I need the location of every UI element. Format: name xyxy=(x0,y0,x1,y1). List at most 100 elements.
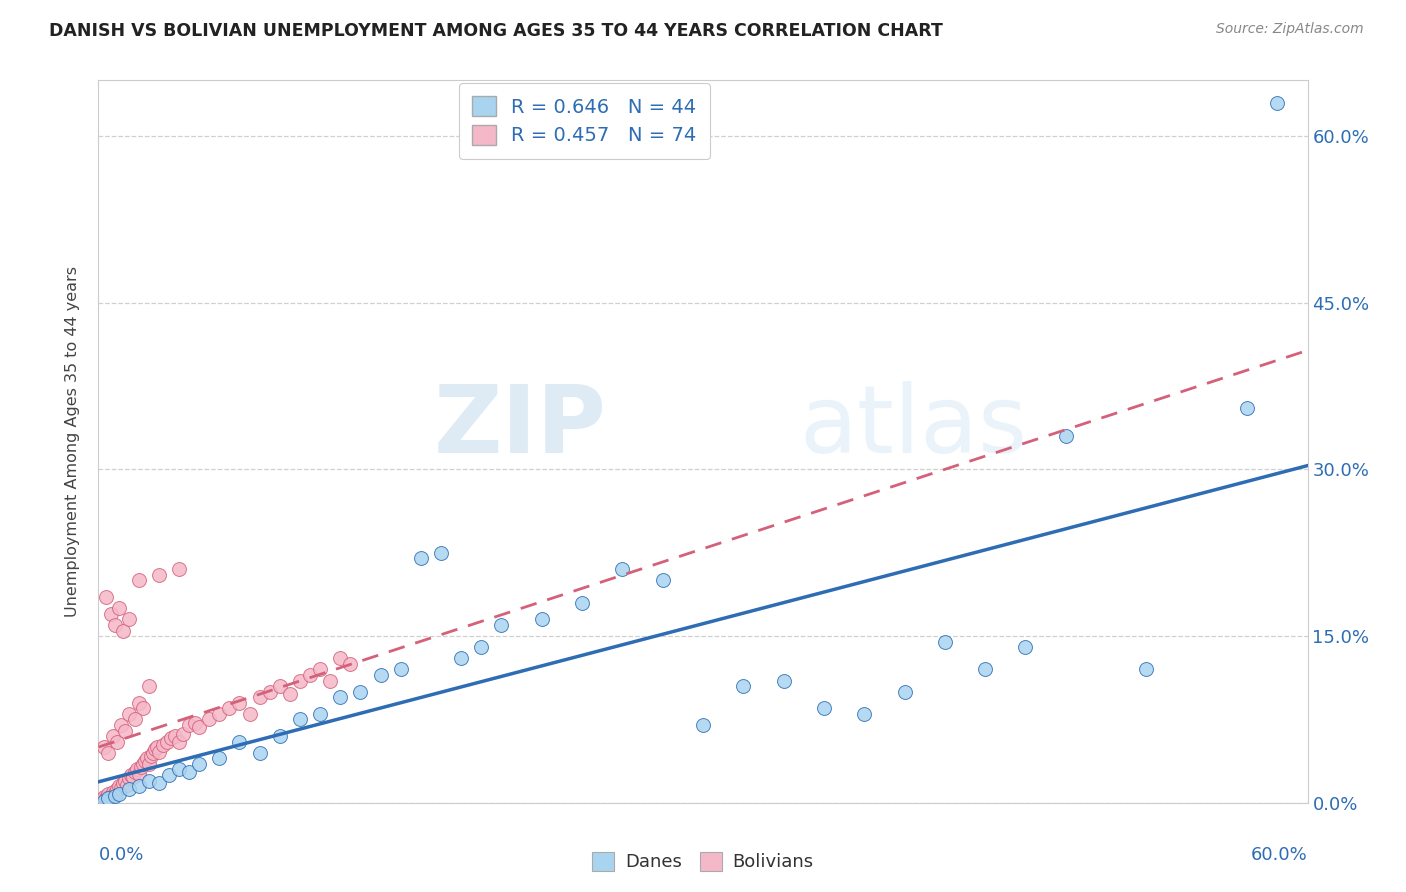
Y-axis label: Unemployment Among Ages 35 to 44 years: Unemployment Among Ages 35 to 44 years xyxy=(65,266,80,617)
Point xyxy=(128,696,150,710)
Point xyxy=(218,701,240,715)
Point xyxy=(299,668,322,682)
Point xyxy=(450,651,472,665)
Point xyxy=(93,794,115,808)
Point xyxy=(93,740,115,755)
Point xyxy=(974,662,997,676)
Point xyxy=(1267,95,1289,110)
Point xyxy=(110,718,132,732)
Point xyxy=(139,749,162,764)
Point xyxy=(1135,662,1157,676)
Point xyxy=(107,779,129,793)
Point xyxy=(125,763,148,777)
Point xyxy=(96,590,118,604)
Point xyxy=(893,684,915,698)
Point xyxy=(146,740,169,755)
Point xyxy=(156,734,179,748)
Point xyxy=(853,706,876,721)
Point xyxy=(128,779,150,793)
Point xyxy=(430,546,453,560)
Point xyxy=(692,718,714,732)
Point xyxy=(329,690,352,705)
Point xyxy=(138,679,160,693)
Point xyxy=(184,715,207,730)
Point xyxy=(160,731,183,746)
Point xyxy=(1236,401,1258,416)
Point xyxy=(103,789,125,804)
Point xyxy=(339,657,361,671)
Point xyxy=(124,764,146,779)
Point xyxy=(370,668,392,682)
Point xyxy=(100,789,122,804)
Point xyxy=(249,746,271,760)
Text: 0.0%: 0.0% xyxy=(98,847,143,864)
Text: 60.0%: 60.0% xyxy=(1251,847,1308,864)
Point xyxy=(813,701,835,715)
Point xyxy=(288,713,311,727)
Point xyxy=(96,791,118,805)
Point xyxy=(111,776,134,790)
Point xyxy=(491,618,513,632)
Point xyxy=(143,742,166,756)
Point xyxy=(115,778,138,792)
Point xyxy=(179,764,201,779)
Point xyxy=(121,770,143,784)
Point xyxy=(228,696,250,710)
Point xyxy=(91,792,114,806)
Point xyxy=(157,768,180,782)
Point xyxy=(103,618,125,632)
Point xyxy=(772,673,794,688)
Text: atlas: atlas xyxy=(800,381,1028,473)
Point xyxy=(259,684,281,698)
Point xyxy=(208,706,231,721)
Point xyxy=(389,662,412,676)
Point xyxy=(188,756,211,771)
Point xyxy=(97,787,120,801)
Point xyxy=(148,568,170,582)
Point xyxy=(89,794,111,808)
Point xyxy=(138,756,160,771)
Point xyxy=(288,673,311,688)
Point xyxy=(118,772,141,786)
Point xyxy=(167,562,190,576)
Point xyxy=(128,767,150,781)
Point xyxy=(198,713,221,727)
Point xyxy=(309,662,332,676)
Point xyxy=(118,782,141,797)
Point xyxy=(651,574,673,588)
Point xyxy=(319,673,342,688)
Point xyxy=(107,787,129,801)
Point xyxy=(733,679,755,693)
Point xyxy=(167,734,190,748)
Point xyxy=(163,729,186,743)
Point xyxy=(135,751,157,765)
Point xyxy=(111,624,134,638)
Point xyxy=(138,773,160,788)
Point xyxy=(124,713,146,727)
Point xyxy=(269,679,291,693)
Text: ZIP: ZIP xyxy=(433,381,606,473)
Point xyxy=(269,729,291,743)
Point xyxy=(129,760,152,774)
Point xyxy=(329,651,352,665)
Point xyxy=(114,773,136,788)
Point xyxy=(148,745,170,759)
Point xyxy=(179,718,201,732)
Point xyxy=(612,562,634,576)
Point xyxy=(101,785,124,799)
Point xyxy=(105,734,128,748)
Point xyxy=(110,781,132,796)
Point xyxy=(167,763,190,777)
Point xyxy=(934,634,956,648)
Point xyxy=(142,746,165,760)
Point xyxy=(349,684,371,698)
Point xyxy=(105,782,128,797)
Point xyxy=(103,786,125,800)
Point xyxy=(409,551,432,566)
Point xyxy=(239,706,262,721)
Point xyxy=(1014,640,1036,655)
Legend: Danes, Bolivians: Danes, Bolivians xyxy=(583,843,823,880)
Point xyxy=(101,729,124,743)
Point xyxy=(100,607,122,621)
Point xyxy=(172,727,194,741)
